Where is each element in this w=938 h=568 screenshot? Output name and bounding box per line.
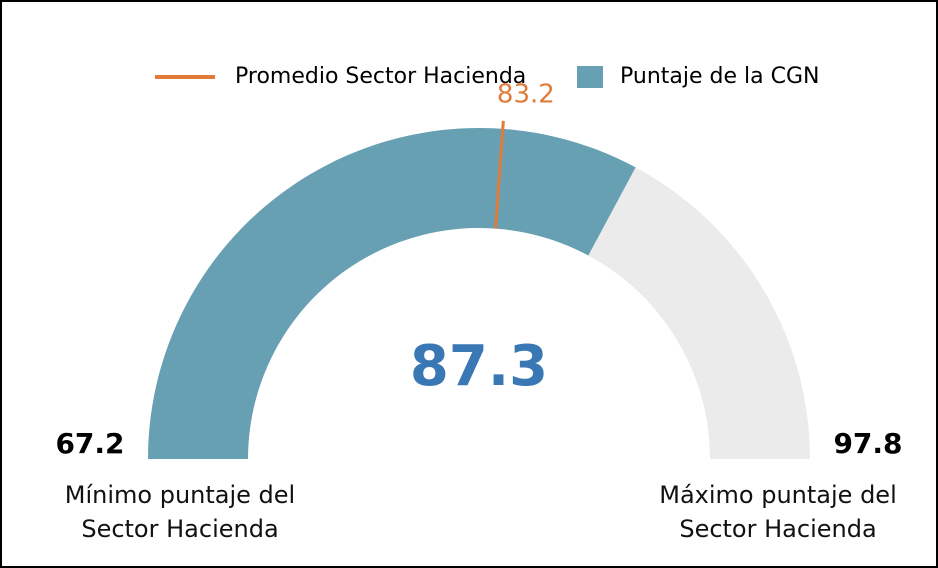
min-value: 67.2 [55, 427, 124, 460]
average-line [494, 120, 505, 229]
gauge-value [148, 128, 636, 459]
min-label: Mínimo puntaje del Sector Hacienda [64, 481, 296, 543]
max-value: 97.8 [833, 427, 902, 460]
legend-swatch [577, 66, 603, 88]
max-label: Máximo puntaje del Sector Hacienda [659, 481, 897, 543]
legend-label: Puntaje de la CGN [620, 64, 819, 89]
average-label: 83.2 [497, 79, 555, 109]
value-label: 87.3 [410, 334, 548, 399]
legend-label: Promedio Sector Hacienda [235, 64, 526, 89]
